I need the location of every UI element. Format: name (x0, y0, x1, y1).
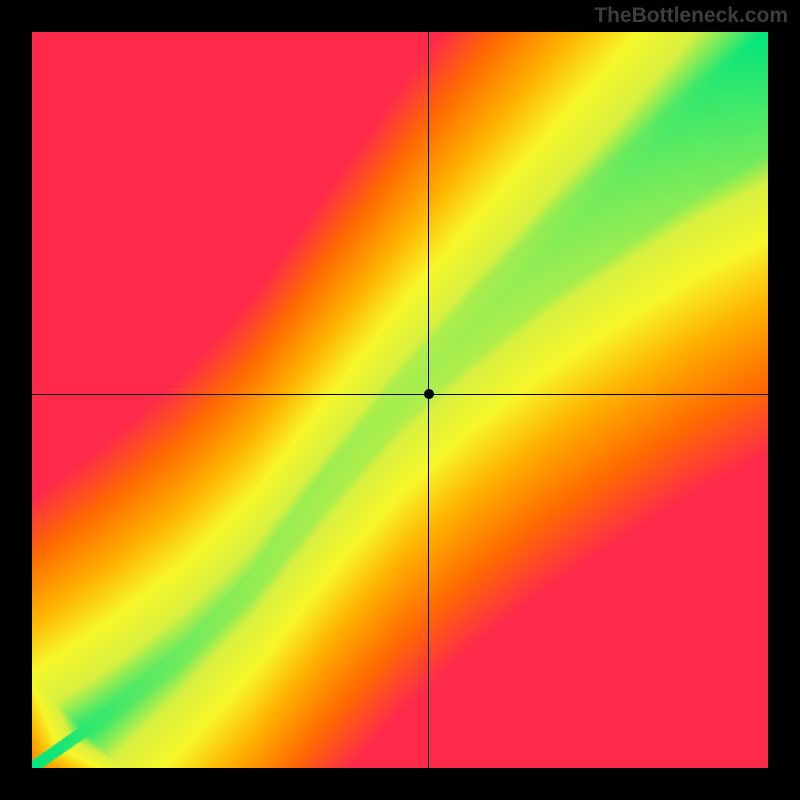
crosshair-vertical (428, 32, 429, 768)
crosshair-horizontal (32, 394, 768, 395)
heatmap-plot (32, 32, 768, 768)
watermark-text: TheBottleneck.com (594, 4, 788, 28)
data-point-marker (424, 389, 434, 399)
heatmap-canvas (32, 32, 768, 768)
